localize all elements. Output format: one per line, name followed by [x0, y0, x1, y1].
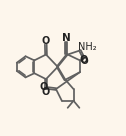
Text: O: O	[81, 57, 89, 66]
Text: O: O	[42, 36, 50, 46]
Text: N: N	[62, 33, 70, 43]
Text: O: O	[79, 55, 87, 65]
Text: O: O	[39, 82, 48, 92]
Text: O: O	[42, 87, 50, 97]
Text: NH₂: NH₂	[78, 42, 97, 52]
